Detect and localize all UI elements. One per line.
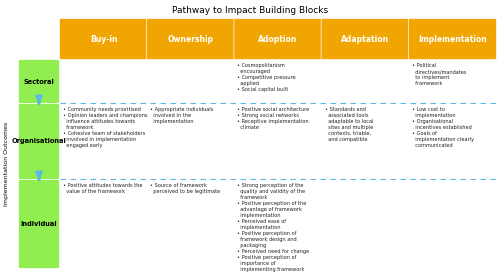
Text: Adaptation: Adaptation (341, 34, 390, 43)
Text: Ownership: Ownership (168, 34, 214, 43)
Text: Sectoral: Sectoral (24, 79, 54, 85)
Text: • Positive social architecture
• Strong social networks
• Receptive implementati: • Positive social architecture • Strong … (238, 107, 310, 130)
Text: Implementation Outcomes: Implementation Outcomes (4, 122, 10, 206)
Text: Adoption: Adoption (258, 34, 298, 43)
Text: Individual: Individual (20, 221, 58, 227)
Text: • Source of framework
  perceived to be legitimate: • Source of framework perceived to be le… (150, 183, 220, 194)
Text: • Political
  directives/mandates
  to implement
  framework: • Political directives/mandates to imple… (412, 63, 466, 86)
FancyBboxPatch shape (321, 19, 410, 60)
FancyBboxPatch shape (408, 19, 496, 60)
Text: Organisational: Organisational (12, 138, 66, 144)
FancyBboxPatch shape (18, 60, 59, 103)
Text: • Cosmopolitanism
  encouraged
• Competitive pressure
  applied
• Social capital: • Cosmopolitanism encouraged • Competiti… (238, 63, 296, 92)
FancyBboxPatch shape (146, 19, 235, 60)
Text: • Low cost to
  implementation
• Organisational
  incentives established
• Goals: • Low cost to implementation • Organisat… (412, 107, 474, 148)
Text: • Community needs prioritised
• Opinion leaders and champions
  influence attitu: • Community needs prioritised • Opinion … (63, 107, 148, 148)
FancyBboxPatch shape (18, 180, 59, 269)
FancyBboxPatch shape (234, 19, 322, 60)
FancyBboxPatch shape (18, 103, 59, 180)
Text: • Standards and
  associated tools
  adaptable to local
  sites and multiple
  c: • Standards and associated tools adaptab… (324, 107, 373, 142)
Text: • Positive attitudes towards the
  value of the framework: • Positive attitudes towards the value o… (63, 183, 142, 194)
FancyBboxPatch shape (60, 19, 148, 60)
Text: • Strong perception of the
  quality and validity of the
  framework
• Positive : • Strong perception of the quality and v… (238, 183, 310, 272)
Text: • Appropriate individuals
  involved in the
  implementation: • Appropriate individuals involved in th… (150, 107, 214, 124)
Text: Implementation: Implementation (418, 34, 487, 43)
Text: Pathway to Impact Building Blocks: Pathway to Impact Building Blocks (172, 6, 328, 15)
Text: Buy-in: Buy-in (90, 34, 118, 43)
